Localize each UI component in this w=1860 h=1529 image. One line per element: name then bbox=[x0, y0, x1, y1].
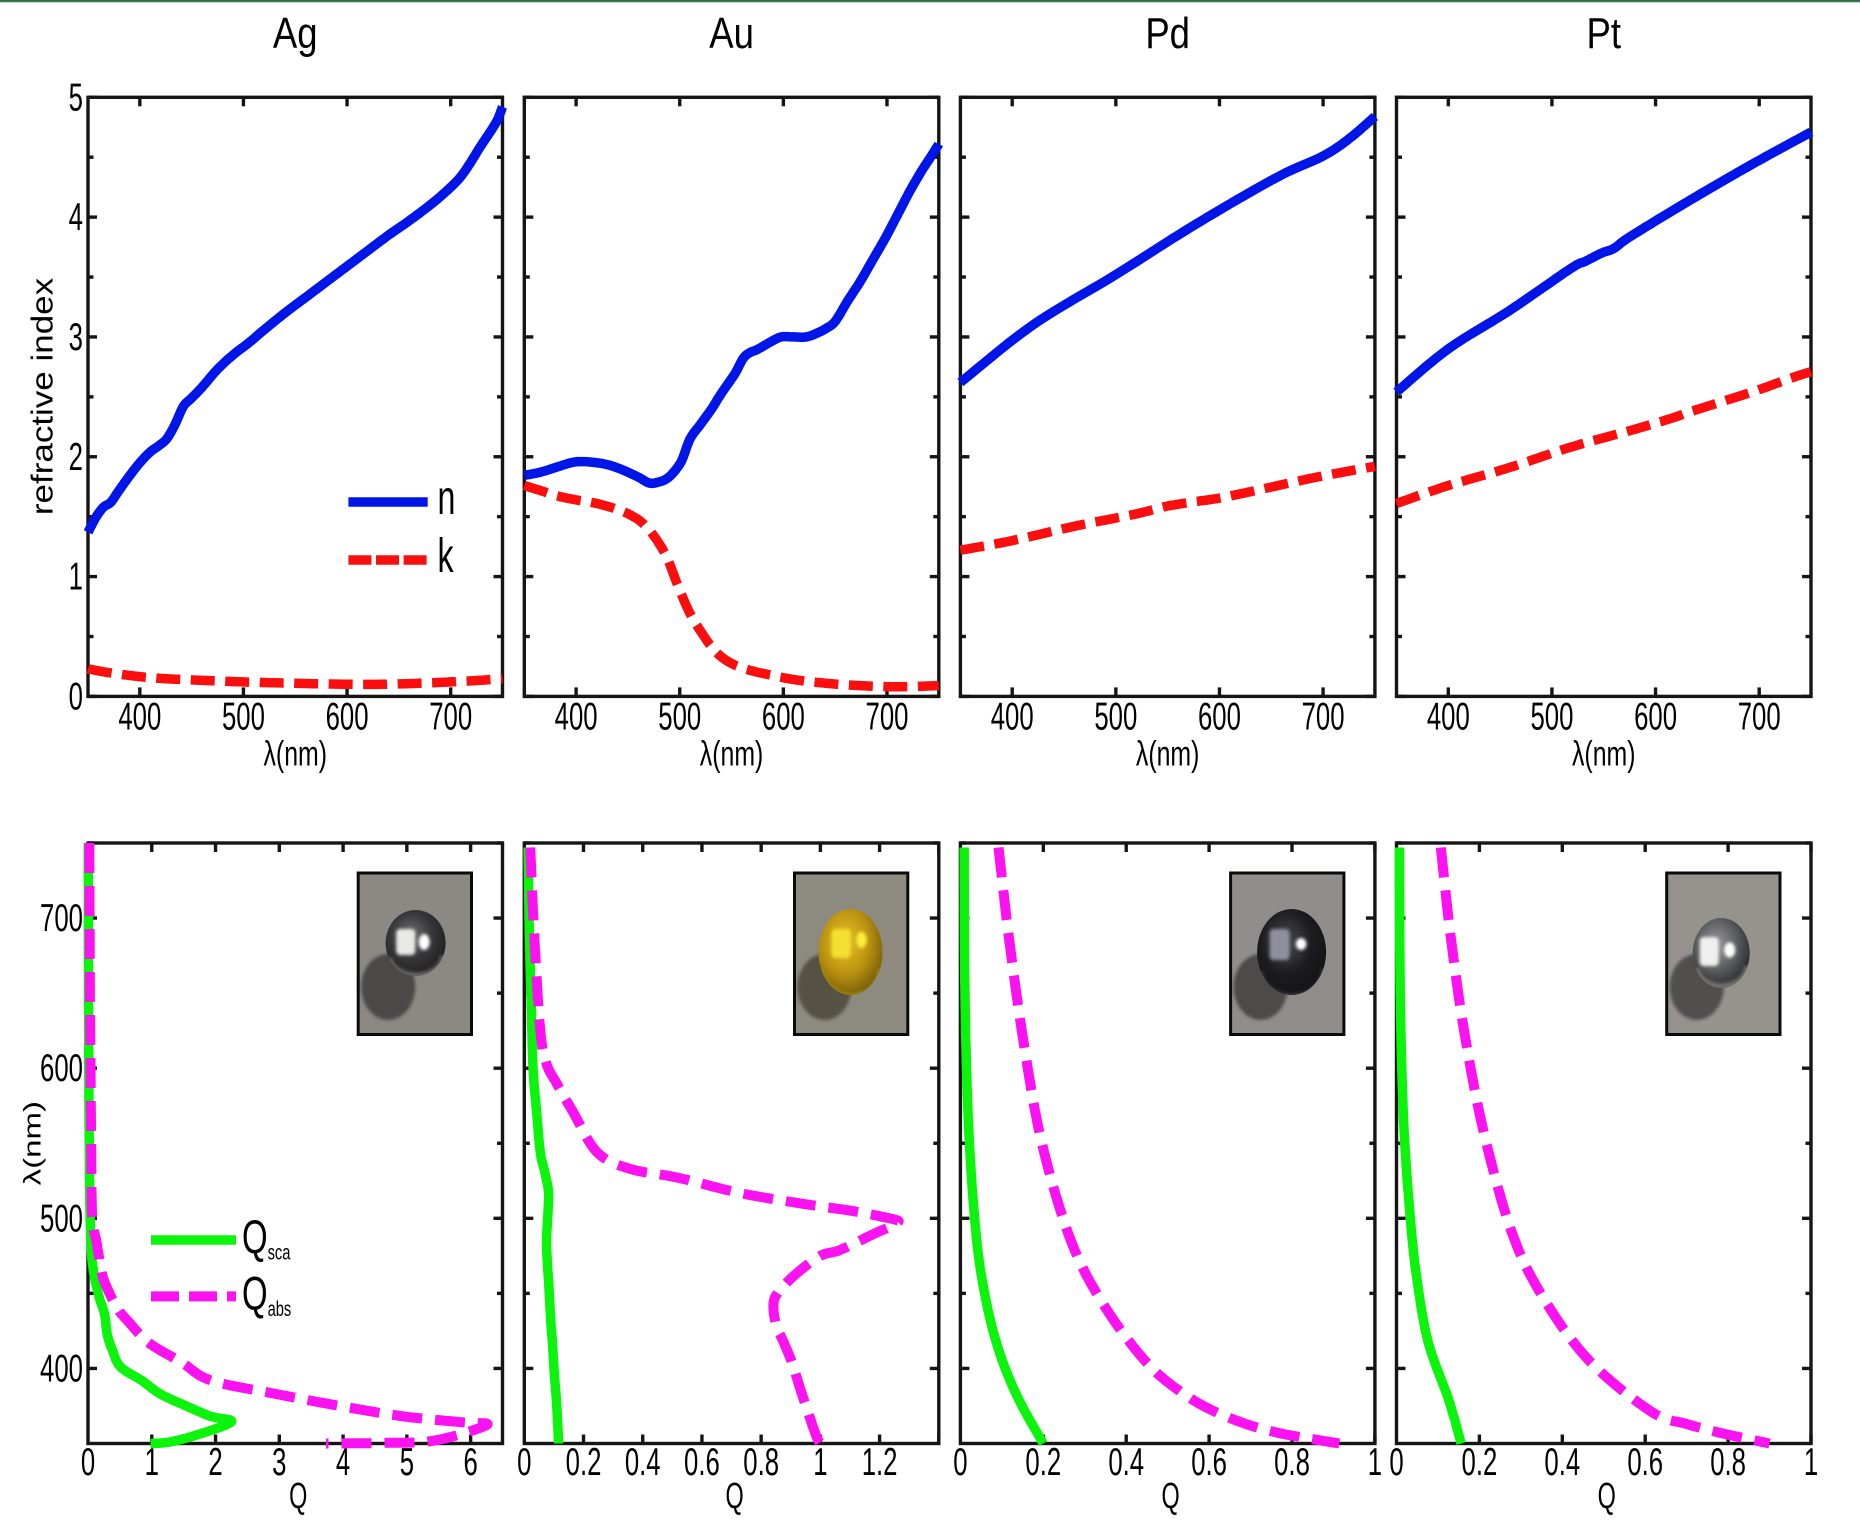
svg-text:0.4: 0.4 bbox=[1108, 1441, 1144, 1485]
svg-text:400: 400 bbox=[1427, 695, 1470, 739]
svg-text:λ(nm): λ(nm) bbox=[1572, 736, 1635, 774]
svg-text:400: 400 bbox=[991, 695, 1034, 739]
svg-text:500: 500 bbox=[40, 1197, 83, 1241]
svg-text:λ(nm): λ(nm) bbox=[700, 736, 763, 774]
svg-text:600: 600 bbox=[762, 695, 805, 739]
svg-text:400: 400 bbox=[118, 695, 161, 739]
svg-text:0: 0 bbox=[953, 1441, 967, 1485]
svg-text:n: n bbox=[438, 471, 456, 525]
svg-text:600: 600 bbox=[1198, 695, 1241, 739]
svg-text:700: 700 bbox=[40, 897, 83, 941]
svg-text:0: 0 bbox=[81, 1441, 95, 1485]
svg-text:400: 400 bbox=[555, 695, 598, 739]
svg-text:Q: Q bbox=[289, 1477, 307, 1516]
svg-text:0.2: 0.2 bbox=[1462, 1441, 1498, 1485]
svg-text:Q: Q bbox=[1162, 1477, 1180, 1516]
svg-text:1: 1 bbox=[145, 1441, 159, 1485]
svg-text:Au: Au bbox=[709, 8, 754, 58]
svg-text:5: 5 bbox=[400, 1441, 414, 1485]
svg-text:Pt: Pt bbox=[1586, 8, 1621, 58]
svg-text:2: 2 bbox=[208, 1441, 222, 1485]
svg-text:2: 2 bbox=[69, 436, 83, 480]
svg-text:0.2: 0.2 bbox=[566, 1441, 602, 1485]
svg-text:500: 500 bbox=[222, 695, 265, 739]
svg-text:0.4: 0.4 bbox=[625, 1441, 661, 1485]
svg-text:1: 1 bbox=[813, 1441, 827, 1485]
svg-text:Pd: Pd bbox=[1145, 8, 1190, 58]
svg-text:0.2: 0.2 bbox=[1025, 1441, 1061, 1485]
svg-text:600: 600 bbox=[1634, 695, 1677, 739]
svg-text:700: 700 bbox=[1738, 695, 1781, 739]
svg-text:500: 500 bbox=[1530, 695, 1573, 739]
svg-text:500: 500 bbox=[658, 695, 701, 739]
svg-text:6: 6 bbox=[463, 1441, 477, 1485]
svg-text:700: 700 bbox=[866, 695, 909, 739]
svg-text:3: 3 bbox=[69, 316, 83, 360]
svg-text:0.4: 0.4 bbox=[1544, 1441, 1580, 1485]
svg-text:1: 1 bbox=[69, 555, 83, 599]
svg-text:λ(nm): λ(nm) bbox=[264, 736, 327, 774]
svg-text:0.8: 0.8 bbox=[1710, 1441, 1746, 1485]
svg-text:0.6: 0.6 bbox=[1627, 1441, 1663, 1485]
svg-text:k: k bbox=[438, 529, 455, 583]
svg-text:1.2: 1.2 bbox=[862, 1441, 898, 1485]
svg-text:500: 500 bbox=[1094, 695, 1137, 739]
svg-text:700: 700 bbox=[1302, 695, 1345, 739]
svg-text:refractive index: refractive index bbox=[25, 277, 59, 515]
svg-text:Ag: Ag bbox=[273, 8, 318, 58]
svg-text:λ(nm): λ(nm) bbox=[1136, 736, 1199, 774]
svg-text:Q: Q bbox=[1598, 1477, 1616, 1516]
svg-text:0.8: 0.8 bbox=[1274, 1441, 1310, 1485]
svg-text:600: 600 bbox=[326, 695, 369, 739]
svg-text:0: 0 bbox=[517, 1441, 531, 1485]
svg-text:400: 400 bbox=[40, 1347, 83, 1391]
svg-text:3: 3 bbox=[272, 1441, 286, 1485]
svg-text:0.8: 0.8 bbox=[743, 1441, 779, 1485]
svg-text:4: 4 bbox=[69, 196, 83, 240]
svg-text:0: 0 bbox=[69, 675, 83, 719]
svg-text:700: 700 bbox=[429, 695, 472, 739]
svg-text:4: 4 bbox=[336, 1441, 350, 1485]
svg-text:0: 0 bbox=[1389, 1441, 1403, 1485]
svg-text:0.6: 0.6 bbox=[1191, 1441, 1227, 1485]
svg-text:5: 5 bbox=[69, 76, 83, 120]
svg-text:Q: Q bbox=[725, 1477, 743, 1516]
svg-text:λ(nm): λ(nm) bbox=[20, 1101, 46, 1185]
svg-text:1: 1 bbox=[1368, 1441, 1382, 1485]
svg-text:0.6: 0.6 bbox=[684, 1441, 720, 1485]
svg-text:600: 600 bbox=[40, 1047, 83, 1091]
svg-text:1: 1 bbox=[1804, 1441, 1818, 1485]
